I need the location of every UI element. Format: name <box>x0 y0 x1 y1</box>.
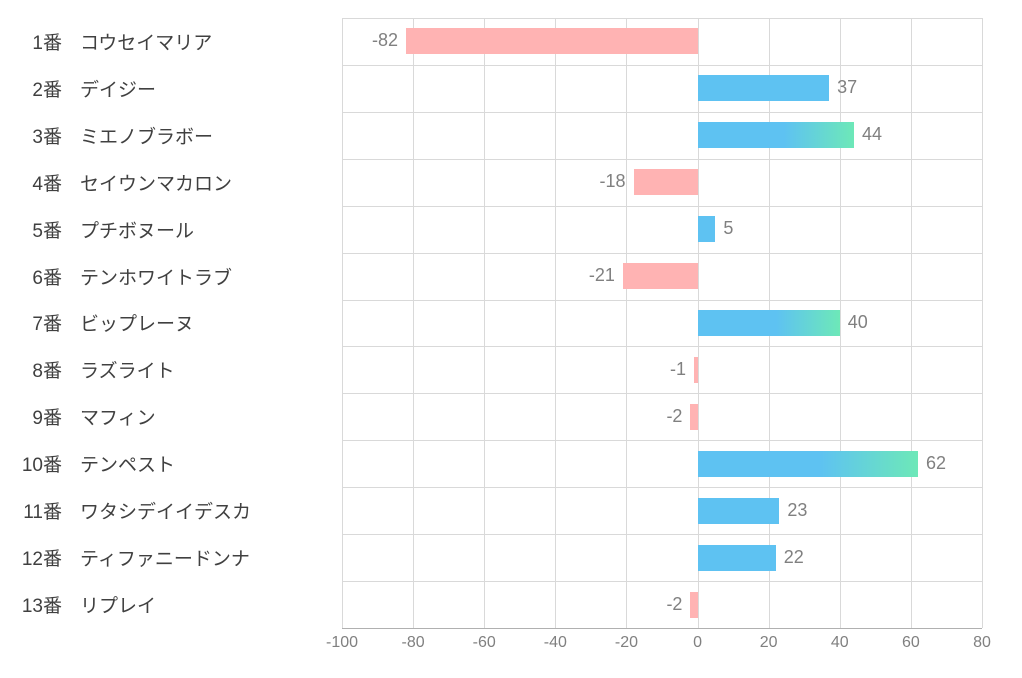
bar <box>698 310 840 336</box>
gridline-horizontal <box>342 159 982 160</box>
x-tick-label: 20 <box>760 628 778 652</box>
gridline-vertical <box>840 18 841 628</box>
x-axis-line <box>342 628 982 629</box>
gridline-vertical <box>555 18 556 628</box>
gridline-vertical <box>982 18 983 628</box>
row-label: 8番ラズライト <box>0 346 335 393</box>
gridline-horizontal <box>342 534 982 535</box>
bar <box>698 451 918 477</box>
bar-value-label: -2 <box>666 594 682 615</box>
row-label: 4番セイウンマカロン <box>0 159 335 206</box>
row-number: 1番 <box>0 28 80 55</box>
row-number: 2番 <box>0 75 80 102</box>
bar-value-label: 62 <box>926 453 946 474</box>
row-number: 5番 <box>0 216 80 243</box>
bar-value-label: 44 <box>862 124 882 145</box>
gridline-horizontal <box>342 440 982 441</box>
row-label: 5番プチボヌール <box>0 206 335 253</box>
plot-area: -100-80-60-40-20020406080-823744-185-214… <box>342 18 982 628</box>
bar <box>690 592 697 618</box>
gridline-horizontal <box>342 581 982 582</box>
gridline-vertical <box>484 18 485 628</box>
bar <box>698 545 776 571</box>
bar <box>623 263 698 289</box>
row-number: 10番 <box>0 450 80 477</box>
bar <box>698 216 716 242</box>
row-label: 1番コウセイマリア <box>0 18 335 65</box>
row-label: 3番ミエノブラボー <box>0 112 335 159</box>
x-tick-label: 80 <box>973 628 991 652</box>
bar <box>694 357 698 383</box>
bar-value-label: 40 <box>848 312 868 333</box>
bar-value-label: -1 <box>670 359 686 380</box>
row-number: 11番 <box>0 497 80 524</box>
bar-value-label: 23 <box>787 500 807 521</box>
gridline-horizontal <box>342 487 982 488</box>
gridline-horizontal <box>342 393 982 394</box>
row-number: 12番 <box>0 544 80 571</box>
row-name: セイウンマカロン <box>80 169 335 196</box>
bar-value-label: -2 <box>666 406 682 427</box>
x-tick-label: -20 <box>615 628 638 652</box>
row-number: 8番 <box>0 356 80 383</box>
x-tick-label: -80 <box>402 628 425 652</box>
bar-value-label: 5 <box>723 218 733 239</box>
row-name: ティファニードンナ <box>80 544 335 571</box>
row-label: 9番マフィン <box>0 393 335 440</box>
bar <box>690 404 697 430</box>
row-name: デイジー <box>80 75 335 102</box>
bar <box>698 75 830 101</box>
row-name: ラズライト <box>80 356 335 383</box>
row-label: 10番テンペスト <box>0 440 335 487</box>
gridline-horizontal <box>342 65 982 66</box>
gridline-horizontal <box>342 112 982 113</box>
row-label: 2番デイジー <box>0 65 335 112</box>
row-name: コウセイマリア <box>80 28 335 55</box>
row-number: 13番 <box>0 591 80 618</box>
row-name: ワタシデイイデスカ <box>80 497 335 524</box>
row-number: 6番 <box>0 263 80 290</box>
bar-value-label: -82 <box>372 30 398 51</box>
row-number: 9番 <box>0 403 80 430</box>
x-tick-label: 60 <box>902 628 920 652</box>
bar <box>698 498 780 524</box>
bar-value-label: 37 <box>837 77 857 98</box>
row-name: リプレイ <box>80 591 335 618</box>
gridline-horizontal <box>342 18 982 19</box>
bar-value-label: 22 <box>784 547 804 568</box>
bar <box>406 28 698 54</box>
x-tick-label: 0 <box>693 628 702 652</box>
bar <box>698 122 854 148</box>
row-label: 7番ビップレーヌ <box>0 300 335 347</box>
bar <box>634 169 698 195</box>
row-name: プチボヌール <box>80 216 335 243</box>
row-name: テンペスト <box>80 450 335 477</box>
row-number: 7番 <box>0 309 80 336</box>
gridline-vertical <box>911 18 912 628</box>
x-tick-label: -60 <box>473 628 496 652</box>
row-label: 6番テンホワイトラブ <box>0 253 335 300</box>
gridline-vertical <box>413 18 414 628</box>
row-label: 11番ワタシデイイデスカ <box>0 487 335 534</box>
row-name: テンホワイトラブ <box>80 263 335 290</box>
x-tick-label: 40 <box>831 628 849 652</box>
gridline-horizontal <box>342 300 982 301</box>
row-label: 13番リプレイ <box>0 581 335 628</box>
row-name: マフィン <box>80 403 335 430</box>
gridline-horizontal <box>342 346 982 347</box>
row-name: ミエノブラボー <box>80 122 335 149</box>
gridline-horizontal <box>342 253 982 254</box>
row-label: 12番ティファニードンナ <box>0 534 335 581</box>
x-tick-label: -40 <box>544 628 567 652</box>
row-number: 4番 <box>0 169 80 196</box>
chart-container: { "chart": { "type": "bar-horizontal-div… <box>0 0 1022 678</box>
bar-value-label: -18 <box>600 171 626 192</box>
gridline-horizontal <box>342 206 982 207</box>
x-tick-label: -100 <box>326 628 358 652</box>
row-number: 3番 <box>0 122 80 149</box>
row-name: ビップレーヌ <box>80 309 335 336</box>
bar-value-label: -21 <box>589 265 615 286</box>
gridline-vertical <box>626 18 627 628</box>
gridline-vertical <box>342 18 343 628</box>
